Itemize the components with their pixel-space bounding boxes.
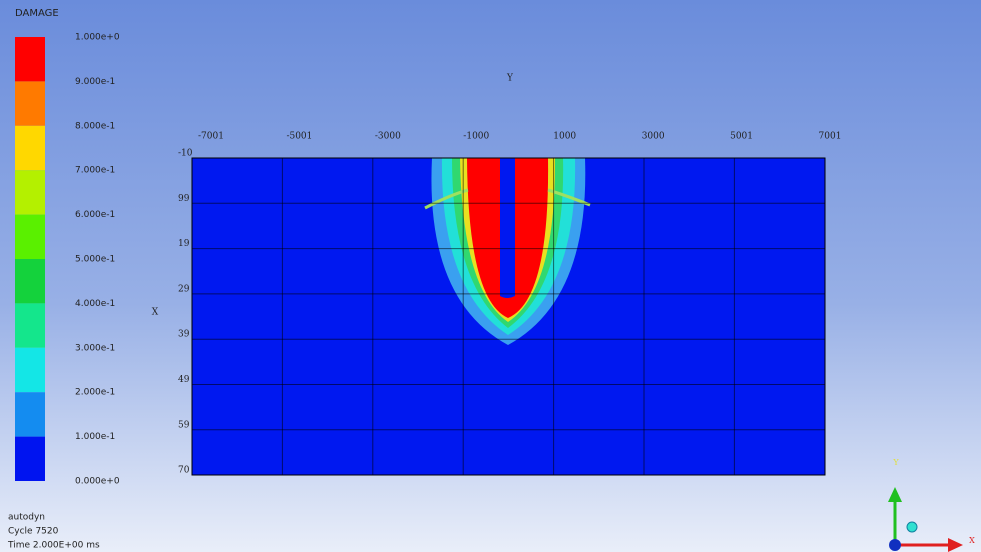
- legend-band: [15, 214, 45, 259]
- mesh-grid: [192, 158, 825, 475]
- legend-label: 5.000e-1: [75, 255, 115, 265]
- crater: [500, 158, 515, 298]
- legend-label: 1.000e+0: [75, 33, 120, 43]
- x-tick-label: -3000: [375, 132, 401, 142]
- info: autodyn Cycle 7520 Time 2.000E+00 ms: [7, 513, 100, 551]
- legend: 1.000e+0 9.000e-1 8.000e-1 7.000e-1 6.000e-1…: [15, 33, 120, 487]
- y-tick-label: -10: [178, 149, 193, 159]
- domain-border: [191, 157, 826, 476]
- legend-band: [15, 303, 45, 348]
- y-tick-label: 49: [178, 375, 190, 385]
- y-tick-label: 39: [178, 330, 190, 340]
- triad-z: [906, 521, 918, 533]
- triad-label: Y: [892, 458, 899, 467]
- x-tick-label: 5001: [730, 132, 753, 142]
- x-tick-label: 1000: [553, 132, 576, 142]
- legend-band: [15, 392, 45, 437]
- y-axis-label: X: [152, 308, 159, 318]
- legend-band: [15, 81, 45, 126]
- y-tick-label: 29: [178, 284, 190, 294]
- legend-label: 8.000e-1: [75, 121, 115, 131]
- triad-arrow: [948, 538, 963, 552]
- x-tick-label: -7001: [198, 132, 224, 142]
- info-line: Time 2.000E+00 ms: [7, 541, 100, 551]
- legend-band: [15, 347, 45, 393]
- legend-title: DAMAGE: [15, 8, 59, 19]
- legend-label: 9.000e-1: [75, 77, 115, 87]
- legend-band: [15, 37, 45, 82]
- x-axis-label: Y: [506, 74, 514, 84]
- x-tick-label: -5001: [286, 132, 312, 142]
- triad: Y X: [888, 458, 975, 552]
- y-tick-label: 99: [178, 194, 190, 204]
- triad-origin: [889, 539, 901, 551]
- legend-label: 0.000e+0: [75, 477, 120, 487]
- legend-label: 6.000e-1: [75, 210, 115, 220]
- triad-arrow: [888, 487, 902, 502]
- ticks: -7001 -5001 -3000 -1000 1000 3000 5001 7001 -10 9…: [178, 132, 841, 476]
- x-tick-label: -1000: [463, 132, 489, 142]
- legend-label: 2.000e-1: [75, 388, 115, 398]
- model: [191, 157, 826, 476]
- info-line: autodyn: [8, 513, 45, 523]
- legend-band: [15, 170, 45, 215]
- info-line: Cycle 7520: [8, 527, 59, 537]
- legend-label: 1.000e-1: [75, 432, 115, 442]
- y-tick-label: 19: [178, 239, 190, 249]
- triad-label: X: [969, 536, 975, 545]
- y-tick-label: 59: [178, 420, 190, 430]
- y-tick-label: 70: [178, 466, 190, 476]
- legend-band: [15, 125, 45, 171]
- x-tick-label: 7001: [819, 132, 842, 142]
- legend-label: 3.000e-1: [75, 343, 115, 353]
- x-tick-label: 3000: [642, 132, 665, 142]
- legend-label: 7.000e-1: [75, 166, 115, 176]
- legend-band: [15, 259, 45, 304]
- legend-label: 4.000e-1: [75, 299, 115, 309]
- legend-band: [15, 436, 45, 481]
